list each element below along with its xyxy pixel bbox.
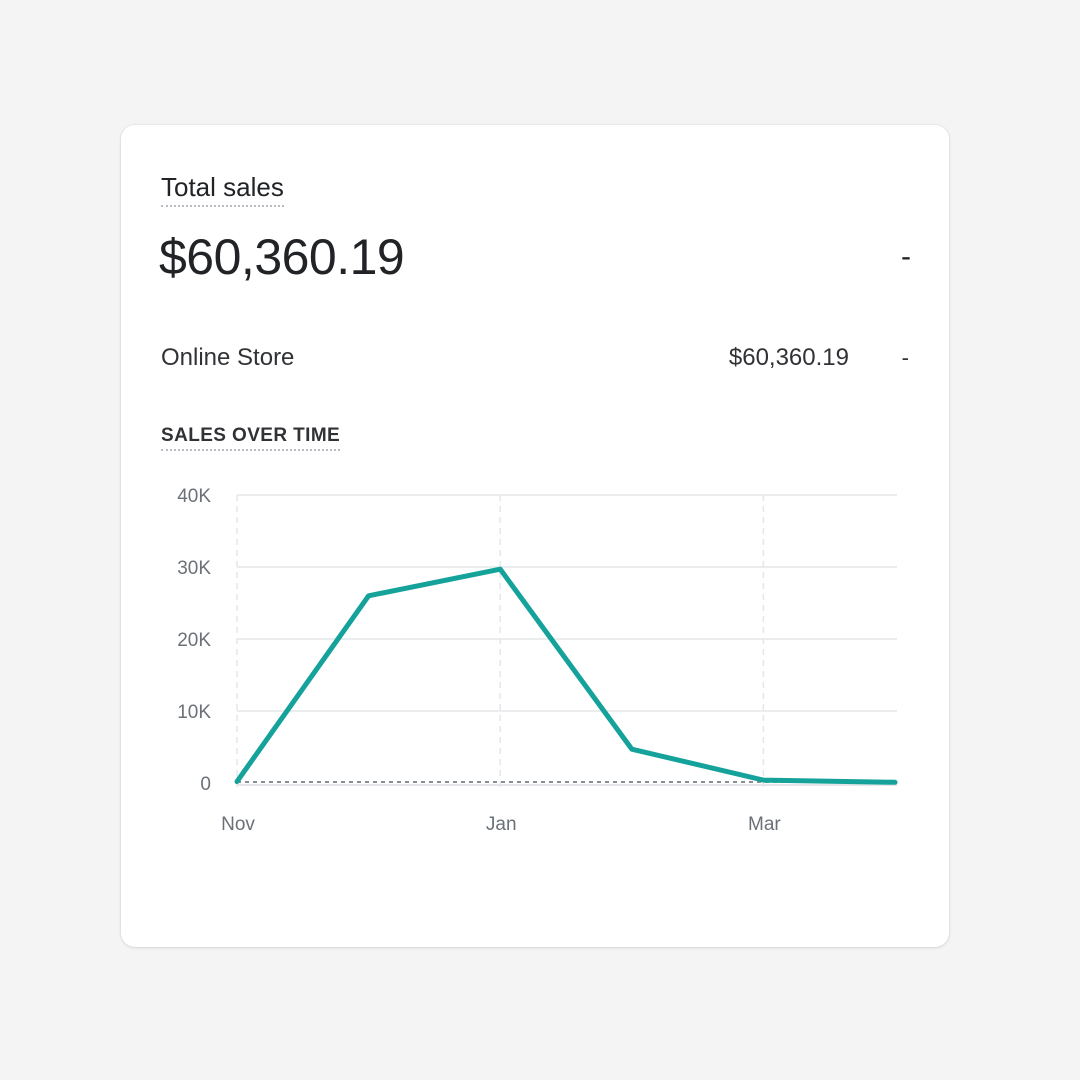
channel-change-online-store: - <box>901 345 909 370</box>
channel-amount-online-store: $60,360.19 <box>728 344 849 371</box>
y-tick-label: 20K <box>177 630 211 651</box>
sales-series-line <box>234 566 898 785</box>
card-title[interactable]: Total sales <box>161 171 284 207</box>
channel-name-online-store: Online Store <box>161 344 295 371</box>
total-sales-amount: $60,360.19 <box>159 229 405 285</box>
x-tick-label: Nov <box>221 814 255 835</box>
total-sales-card: Total sales $60,360.19 - Online Store $6… <box>121 125 949 947</box>
total-sales-change: - <box>901 240 911 273</box>
x-tick-label: Mar <box>748 814 781 835</box>
y-tick-label: 40K <box>177 486 211 507</box>
y-tick-label: 10K <box>177 702 211 723</box>
y-tick-label: 30K <box>177 558 211 579</box>
x-tick-label: Jan <box>486 814 517 835</box>
y-tick-label: 0 <box>200 774 211 795</box>
sales-over-time-chart[interactable]: 0 10K 20K 30K 40K Nov Jan Mar <box>121 465 949 855</box>
sales-over-time-title[interactable]: SALES OVER TIME <box>161 424 341 451</box>
